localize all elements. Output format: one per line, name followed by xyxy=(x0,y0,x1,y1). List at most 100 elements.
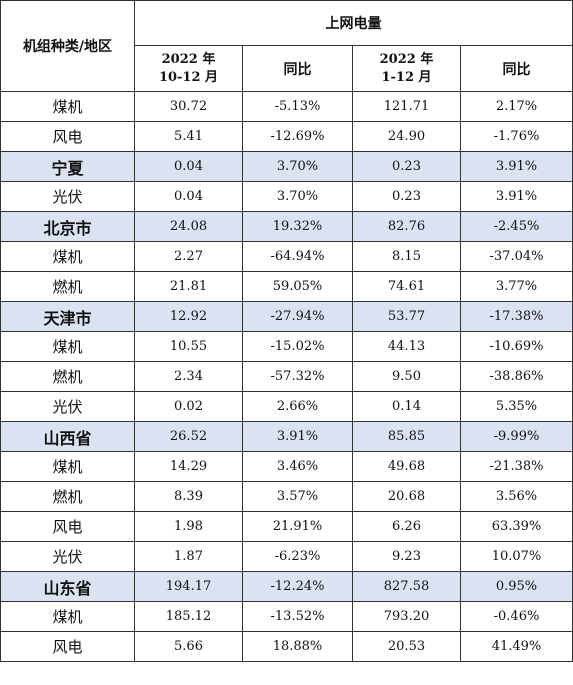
q4-yoy-cell: -64.94% xyxy=(242,241,353,272)
full-year-yoy-cell: 41.49% xyxy=(460,631,573,662)
full-year-yoy-cell: 10.07% xyxy=(460,541,573,572)
table-row: 光伏 0.02 2.66% 0.14 5.35% xyxy=(0,391,573,422)
q4-yoy-cell: 3.46% xyxy=(242,451,353,482)
full-year-output-cell: 49.68 xyxy=(352,451,461,482)
full-year-output-cell: 44.13 xyxy=(352,331,461,362)
type-name-cell: 光伏 xyxy=(0,391,135,422)
full-year-yoy-cell: -9.99% xyxy=(460,421,573,452)
period-q4-header: 2022 年 10-12 月 xyxy=(134,45,243,92)
full-year-yoy-cell: -37.04% xyxy=(460,241,573,272)
q4-output-cell: 185.12 xyxy=(134,601,243,632)
full-year-yoy-cell: 2.17% xyxy=(460,91,573,122)
q4-yoy-cell: 3.70% xyxy=(242,181,353,212)
type-name-cell: 煤机 xyxy=(0,241,135,272)
q4-yoy-cell: 18.88% xyxy=(242,631,353,662)
table-row: 煤机 2.27 -64.94% 8.15 -37.04% xyxy=(0,241,573,272)
full-year-output-cell: 20.68 xyxy=(352,481,461,512)
full-year-yoy-cell: 3.91% xyxy=(460,151,573,182)
full-year-output-cell: 0.14 xyxy=(352,391,461,422)
period-full-year-header: 2022 年 1-12 月 xyxy=(352,45,461,92)
type-region-header: 机组种类/地区 xyxy=(0,0,135,92)
q4-yoy-cell: -27.94% xyxy=(242,301,353,332)
table-row: 光伏 0.04 3.70% 0.23 3.91% xyxy=(0,181,573,212)
q4-yoy-cell: -12.69% xyxy=(242,121,353,152)
period-q4-year: 2022 年 xyxy=(161,51,216,67)
full-year-yoy-cell: 3.56% xyxy=(460,481,573,512)
full-year-yoy-cell: -0.46% xyxy=(460,601,573,632)
q4-output-cell: 0.04 xyxy=(134,151,243,182)
table-row: 燃机 2.34 -57.32% 9.50 -38.86% xyxy=(0,361,573,392)
header-row-top: 机组种类/地区 上网电量 xyxy=(0,0,573,92)
type-name-cell: 光伏 xyxy=(0,541,135,572)
q4-yoy-cell: -5.13% xyxy=(242,91,353,122)
q4-output-cell: 30.72 xyxy=(134,91,243,122)
yoy-full-year-header: 同比 xyxy=(460,45,573,92)
table-body: 煤机 30.72 -5.13% 121.71 2.17% 风电 5.41 -12.69% 24.… xyxy=(0,91,573,662)
type-name-cell: 煤机 xyxy=(0,91,135,122)
full-year-output-cell: 82.76 xyxy=(352,211,461,242)
full-year-output-cell: 0.23 xyxy=(352,181,461,212)
full-year-output-cell: 74.61 xyxy=(352,271,461,302)
full-year-yoy-cell: 3.91% xyxy=(460,181,573,212)
q4-yoy-cell: 19.32% xyxy=(242,211,353,242)
table-row: 风电 5.41 -12.69% 24.90 -1.76% xyxy=(0,121,573,152)
q4-yoy-cell: 3.91% xyxy=(242,421,353,452)
full-year-yoy-cell: -2.45% xyxy=(460,211,573,242)
full-year-output-cell: 20.53 xyxy=(352,631,461,662)
region-row: 山西省 26.52 3.91% 85.85 -9.99% xyxy=(0,421,573,452)
table-row: 煤机 30.72 -5.13% 121.71 2.17% xyxy=(0,91,573,122)
q4-output-cell: 2.34 xyxy=(134,361,243,392)
q4-output-cell: 24.08 xyxy=(134,211,243,242)
q4-yoy-cell: -57.32% xyxy=(242,361,353,392)
table-row: 燃机 8.39 3.57% 20.68 3.56% xyxy=(0,481,573,512)
table-row: 煤机 185.12 -13.52% 793.20 -0.46% xyxy=(0,601,573,632)
q4-output-cell: 0.02 xyxy=(134,391,243,422)
table-row: 煤机 10.55 -15.02% 44.13 -10.69% xyxy=(0,331,573,362)
q4-output-cell: 2.27 xyxy=(134,241,243,272)
q4-output-cell: 5.66 xyxy=(134,631,243,662)
type-name-cell: 风电 xyxy=(0,511,135,542)
table-row: 光伏 1.87 -6.23% 9.23 10.07% xyxy=(0,541,573,572)
full-year-yoy-cell: -1.76% xyxy=(460,121,573,152)
q4-yoy-cell: 3.57% xyxy=(242,481,353,512)
q4-yoy-cell: 3.70% xyxy=(242,151,353,182)
full-year-yoy-cell: -17.38% xyxy=(460,301,573,332)
full-year-yoy-cell: -21.38% xyxy=(460,451,573,482)
q4-output-cell: 1.98 xyxy=(134,511,243,542)
full-year-yoy-cell: 5.35% xyxy=(460,391,573,422)
q4-output-cell: 1.87 xyxy=(134,541,243,572)
full-year-output-cell: 85.85 xyxy=(352,421,461,452)
q4-yoy-cell: -6.23% xyxy=(242,541,353,572)
type-name-cell: 煤机 xyxy=(0,601,135,632)
region-row: 天津市 12.92 -27.94% 53.77 -17.38% xyxy=(0,301,573,332)
type-name-cell: 燃机 xyxy=(0,271,135,302)
region-row: 山东省 194.17 -12.24% 827.58 0.95% xyxy=(0,571,573,602)
region-row: 北京市 24.08 19.32% 82.76 -2.45% xyxy=(0,211,573,242)
type-name-cell: 风电 xyxy=(0,631,135,662)
power-generation-table: 机组种类/地区 上网电量 2022 年 10-12 月 同比 2022 年 1-… xyxy=(0,0,573,662)
q4-output-cell: 5.41 xyxy=(134,121,243,152)
q4-yoy-cell: 59.05% xyxy=(242,271,353,302)
full-year-output-cell: 53.77 xyxy=(352,301,461,332)
full-year-output-cell: 6.26 xyxy=(352,511,461,542)
q4-output-cell: 194.17 xyxy=(134,571,243,602)
header-row-sub: 2022 年 10-12 月 同比 2022 年 1-12 月 同比 xyxy=(1,45,573,92)
q4-output-cell: 26.52 xyxy=(134,421,243,452)
q4-yoy-cell: -15.02% xyxy=(242,331,353,362)
region-row: 宁夏 0.04 3.70% 0.23 3.91% xyxy=(0,151,573,182)
full-year-output-cell: 24.90 xyxy=(352,121,461,152)
type-name-cell: 宁夏 xyxy=(0,151,135,182)
table-row: 燃机 21.81 59.05% 74.61 3.77% xyxy=(0,271,573,302)
table-row: 风电 1.98 21.91% 6.26 63.39% xyxy=(0,511,573,542)
type-name-cell: 天津市 xyxy=(0,301,135,332)
period-full-year-months: 1-12 月 xyxy=(381,69,432,85)
yoy-q4-header: 同比 xyxy=(242,45,353,92)
table-row: 风电 5.66 18.88% 20.53 41.49% xyxy=(0,631,573,662)
full-year-output-cell: 827.58 xyxy=(352,571,461,602)
q4-yoy-cell: 21.91% xyxy=(242,511,353,542)
q4-output-cell: 14.29 xyxy=(134,451,243,482)
type-name-cell: 风电 xyxy=(0,121,135,152)
full-year-output-cell: 9.50 xyxy=(352,361,461,392)
type-name-cell: 光伏 xyxy=(0,181,135,212)
q4-yoy-cell: -12.24% xyxy=(242,571,353,602)
